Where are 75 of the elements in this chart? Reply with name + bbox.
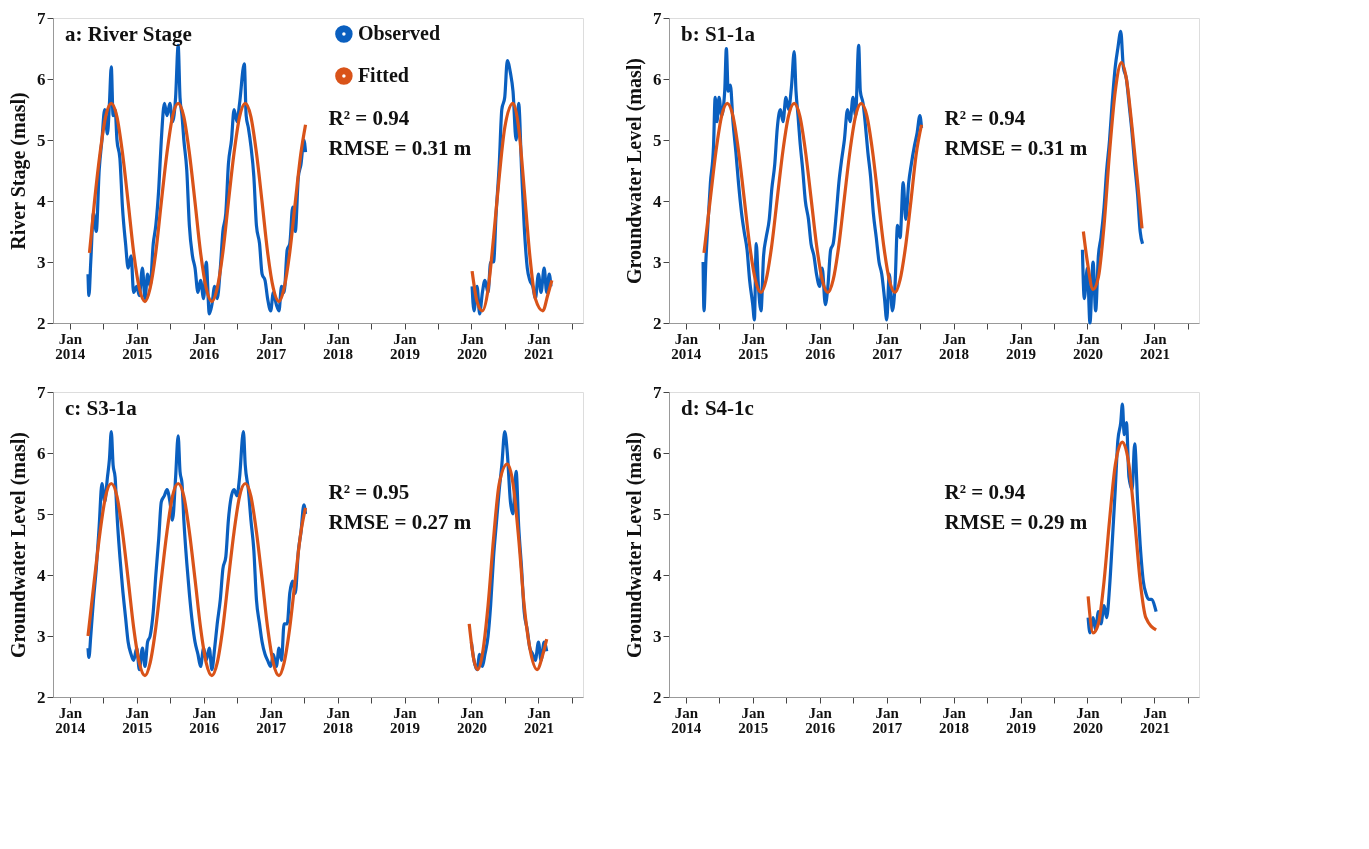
x-tick-label: Jan 2016 bbox=[189, 704, 220, 736]
y-axis-title: Groundwater Level (masl) bbox=[623, 432, 646, 658]
y-tick-label: 4 bbox=[653, 191, 662, 211]
x-tick-label: Jan 2016 bbox=[805, 330, 836, 362]
y-tick-label: 4 bbox=[653, 565, 662, 585]
x-tick-label: Jan 2018 bbox=[323, 330, 354, 362]
x-tick-label: Jan 2017 bbox=[872, 330, 903, 362]
y-tick-label: 5 bbox=[37, 504, 46, 524]
y-tick-label: 3 bbox=[37, 626, 46, 646]
x-tick-label: Jan 2021 bbox=[523, 704, 554, 736]
x-tick-label: Jan 2017 bbox=[256, 330, 287, 362]
y-tick-label: 5 bbox=[37, 130, 46, 150]
x-tick-label: Jan 2018 bbox=[323, 704, 354, 736]
annotation: R² = 0.95 bbox=[328, 479, 410, 504]
y-axis-title: River Stage (masl) bbox=[7, 92, 30, 250]
x-tick-label: Jan 2017 bbox=[872, 704, 903, 736]
y-tick-label: 2 bbox=[37, 313, 46, 333]
annotation: R² = 0.94 bbox=[328, 105, 410, 130]
x-tick-label: Jan 2019 bbox=[1006, 704, 1036, 736]
x-tick-label: Jan 2015 bbox=[738, 704, 769, 736]
x-tick-label: Jan 2015 bbox=[122, 330, 153, 362]
x-tick-label: Jan 2017 bbox=[256, 704, 287, 736]
y-tick-label: 3 bbox=[653, 252, 662, 272]
x-tick-label: Jan 2020 bbox=[456, 330, 487, 362]
annotation: RMSE = 0.29 m bbox=[944, 509, 1088, 534]
y-tick-label: 2 bbox=[653, 313, 662, 333]
legend-label: Fitted bbox=[357, 64, 409, 86]
y-tick-label: 4 bbox=[37, 191, 46, 211]
annotation: R² = 0.94 bbox=[944, 105, 1026, 130]
y-tick-label: 3 bbox=[37, 252, 46, 272]
y-tick-label: 6 bbox=[653, 69, 662, 89]
x-tick-label: Jan 2014 bbox=[671, 330, 702, 362]
chart-title: a: River Stage bbox=[65, 22, 192, 46]
annotation: RMSE = 0.31 m bbox=[328, 135, 472, 160]
y-tick-label: 7 bbox=[653, 8, 662, 28]
y-tick-label: 2 bbox=[653, 687, 662, 707]
x-tick-label: Jan 2019 bbox=[1006, 330, 1036, 362]
x-tick-label: Jan 2021 bbox=[1139, 330, 1170, 362]
x-tick-label: Jan 2018 bbox=[939, 330, 970, 362]
y-tick-label: 7 bbox=[653, 382, 662, 402]
x-tick-label: Jan 2018 bbox=[939, 704, 970, 736]
x-tick-label: Jan 2015 bbox=[738, 330, 769, 362]
y-tick-label: 7 bbox=[37, 8, 46, 28]
y-tick-label: 5 bbox=[653, 130, 662, 150]
y-tick-label: 6 bbox=[37, 443, 46, 463]
legend-label: Observed bbox=[357, 22, 441, 44]
x-tick-label: Jan 2016 bbox=[805, 704, 836, 736]
chart-title: c: S3-1a bbox=[65, 396, 138, 420]
x-tick-label: Jan 2021 bbox=[1139, 704, 1170, 736]
x-tick-label: Jan 2020 bbox=[1072, 704, 1103, 736]
chart-title: b: S1-1a bbox=[681, 22, 756, 46]
x-tick-label: Jan 2019 bbox=[390, 330, 420, 362]
x-tick-label: Jan 2020 bbox=[1072, 330, 1103, 362]
y-tick-label: 7 bbox=[37, 382, 46, 402]
y-axis-title: Groundwater Level (masl) bbox=[7, 432, 30, 658]
line-series bbox=[1086, 440, 1158, 635]
chart-title: d: S4-1c bbox=[681, 396, 754, 420]
x-tick-label: Jan 2014 bbox=[55, 330, 86, 362]
x-tick-label: Jan 2021 bbox=[523, 330, 554, 362]
x-tick-label: Jan 2014 bbox=[55, 704, 86, 736]
y-tick-label: 2 bbox=[37, 687, 46, 707]
x-tick-label: Jan 2016 bbox=[189, 330, 220, 362]
x-tick-label: Jan 2020 bbox=[456, 704, 487, 736]
x-tick-label: Jan 2014 bbox=[671, 704, 702, 736]
annotation: RMSE = 0.31 m bbox=[944, 135, 1088, 160]
annotation: R² = 0.94 bbox=[944, 479, 1026, 504]
y-tick-label: 3 bbox=[653, 626, 662, 646]
x-tick-label: Jan 2019 bbox=[390, 704, 420, 736]
y-tick-label: 6 bbox=[37, 69, 46, 89]
y-tick-label: 6 bbox=[653, 443, 662, 463]
x-tick-label: Jan 2015 bbox=[122, 704, 153, 736]
y-tick-label: 4 bbox=[37, 565, 46, 585]
annotation: RMSE = 0.27 m bbox=[328, 509, 472, 534]
y-axis-title: Groundwater Level (masl) bbox=[623, 58, 646, 284]
y-tick-label: 5 bbox=[653, 504, 662, 524]
